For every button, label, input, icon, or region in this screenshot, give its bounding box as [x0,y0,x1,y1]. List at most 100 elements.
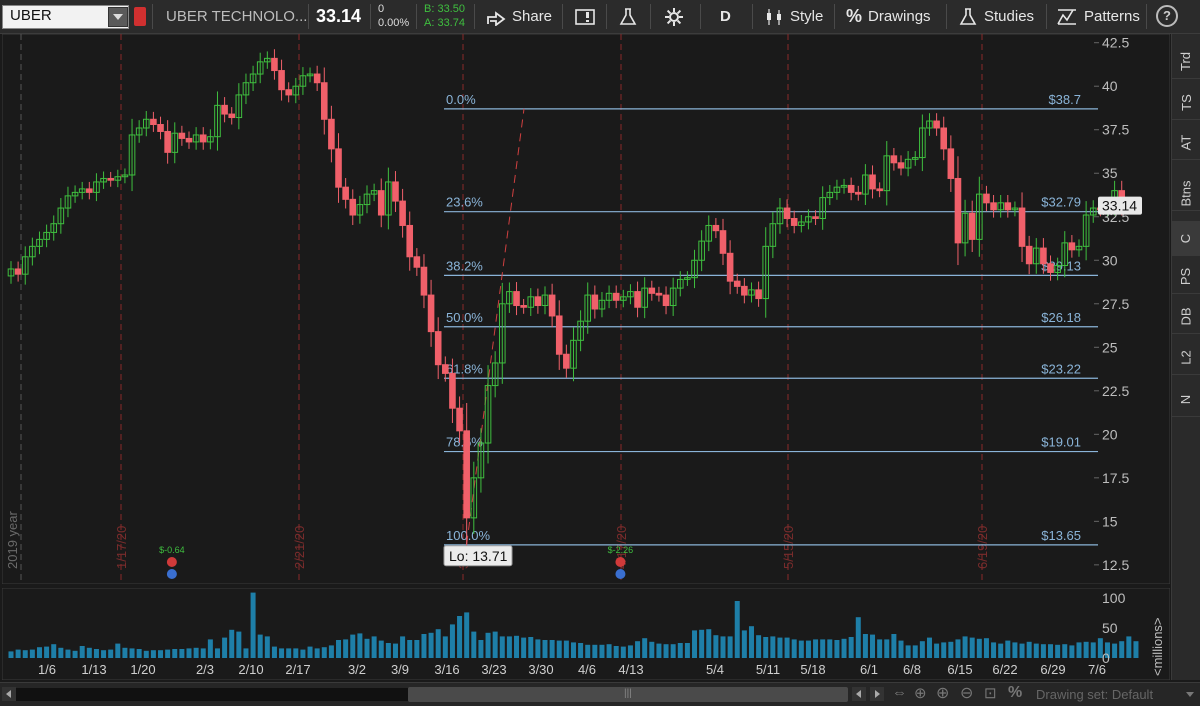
crosshair-icon[interactable]: ⊕ [914,685,927,702]
volume-bar [877,639,883,658]
flask-button[interactable] [618,0,638,33]
candle-body [940,127,948,150]
volume-bar [328,645,334,658]
candle-body [741,285,748,296]
fib-level-price: $32.79 [1041,195,1081,210]
x-tick-label: 6/15 [947,662,972,677]
y-tick-label: 15 [1102,513,1118,529]
scroll-right-button[interactable] [870,687,884,701]
settings-button[interactable] [664,0,684,33]
volume-bar [955,639,961,658]
volume-bar [222,637,228,658]
candle-body [335,148,342,188]
volume-bar [72,650,78,658]
candle-body [107,177,114,181]
side-tab-ts[interactable]: TS [1172,85,1200,120]
drawings-button[interactable]: % Drawings [846,0,931,33]
volume-bar [300,649,306,658]
scroll-left-step-button[interactable] [852,687,866,701]
scroll-track-left[interactable] [16,688,408,701]
volume-bar [250,592,256,658]
drawing-set-dropdown[interactable] [1186,692,1194,697]
candle-body [1025,245,1033,265]
alert-button[interactable] [574,0,596,33]
price-chart[interactable]: 1/17/202/21/203/4/17/205/15/206/19/20201… [2,34,1170,584]
time-scrollbar[interactable]: ||| ⇔ ⊕ ⊕ ⊖ ⊡ % Drawing set: Default [0,682,1200,706]
y-tick-label: 42.5 [1102,35,1129,51]
side-tab-n[interactable]: N [1172,382,1200,417]
zoom-box-icon[interactable]: ⊡ [984,685,997,702]
candle-body [157,124,164,132]
symbol-selector[interactable]: UBER [2,0,129,33]
volume-bar [1119,641,1125,658]
drawing-set-label[interactable]: Drawing set: Default [1036,687,1154,702]
candle-body [790,217,798,226]
style-button[interactable]: Style [764,0,823,33]
volume-chart[interactable]: 100 50 0 <millions> 1/6 1/13 1/20 2/3 2/10 2/17 3/… [2,588,1170,680]
studies-label: Studies [984,8,1035,25]
flask-icon [959,7,977,25]
candle-body [983,193,990,204]
side-tab-label: AT [1178,134,1194,150]
volume-bar [805,640,811,658]
volume-bar [514,635,520,658]
side-tab-at[interactable]: AT [1172,125,1200,160]
side-tab-c[interactable]: C [1172,221,1200,256]
zoom-out-icon[interactable]: ⊖ [960,685,974,702]
volume-bar [919,641,925,658]
side-tab-trd[interactable]: Trd [1172,44,1200,79]
volume-bar [93,649,99,658]
studies-button[interactable]: Studies [958,0,1034,33]
volume-bar [1076,642,1082,658]
candle-body [669,287,677,307]
candle-body [100,177,107,183]
volume-bar [158,650,164,658]
candle-body [114,176,122,181]
candle-body [442,364,449,374]
share-button[interactable]: Share [486,0,552,33]
company-name: UBER TECHNOLO... [166,8,308,25]
candle-body [648,287,656,294]
candle-body [541,294,549,307]
zoom-in-icon[interactable]: ⊕ [936,685,950,702]
candle-body [164,130,171,153]
scroll-left-button[interactable] [2,687,16,701]
percent-icon[interactable]: % [1008,684,1023,701]
volume-tick-label: 0 [1102,650,1110,666]
low-label-box [443,545,513,567]
volume-bar [400,636,406,658]
candle-body [826,191,834,199]
volume-bar [563,640,569,658]
period-button[interactable]: D [720,8,731,25]
volume-bar [1012,642,1018,658]
volume-bar [706,629,712,658]
link-flag-icon[interactable] [134,7,146,26]
y-tick-label: 12.5 [1102,557,1129,573]
volume-bar [649,641,655,658]
fit-icon[interactable]: ⇔ [892,684,907,701]
dropdown-button[interactable] [108,7,128,27]
volume-bar [464,612,470,658]
fib-level-pct: 38.2% [446,258,483,273]
volume-bar [79,646,85,658]
volume-bar [36,647,42,658]
scroll-thumb[interactable]: ||| [408,687,848,702]
candle-body [349,198,357,216]
side-tab-btns[interactable]: Btns [1172,176,1200,211]
help-button[interactable]: ? [1156,5,1178,27]
side-tab-l2[interactable]: L2 [1172,340,1200,375]
toolbar: UBER UBER TECHNOLO... 33.14 0 0.00% B: 3… [0,0,1200,34]
volume-bar [898,640,904,658]
volume-bar [478,640,484,658]
change-value: 0 [378,3,385,15]
change-percent: 0.00% [378,17,410,29]
candle-body [363,193,371,206]
side-tab-ps[interactable]: PS [1172,259,1200,294]
side-tab-db[interactable]: DB [1172,299,1200,334]
volume-bar [998,643,1004,658]
candle-body [513,291,520,307]
candle-body [798,221,805,226]
candle-body [370,190,378,195]
patterns-button[interactable]: Patterns [1056,0,1140,33]
volume-bar [727,636,733,658]
